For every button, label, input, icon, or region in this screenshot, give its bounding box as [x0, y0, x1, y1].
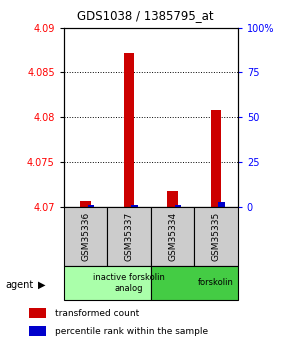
Bar: [29, 326, 46, 336]
Bar: [167, 191, 178, 207]
Text: GSM35336: GSM35336: [81, 212, 90, 261]
Text: percentile rank within the sample: percentile rank within the sample: [55, 327, 208, 336]
Bar: [64, 207, 107, 266]
Text: GSM35334: GSM35334: [168, 212, 177, 261]
Bar: [211, 110, 222, 207]
Bar: [151, 266, 238, 300]
Text: agent: agent: [6, 280, 34, 289]
Text: GSM35337: GSM35337: [124, 212, 134, 261]
Text: inactive forskolin
analog: inactive forskolin analog: [93, 273, 165, 293]
Text: GSM35335: GSM35335: [211, 212, 221, 261]
Bar: [29, 308, 46, 318]
Bar: [175, 205, 181, 207]
Text: ▶: ▶: [38, 280, 45, 289]
Text: forskolin: forskolin: [198, 278, 234, 287]
Bar: [88, 205, 94, 207]
Bar: [194, 207, 238, 266]
Bar: [131, 205, 138, 207]
Bar: [80, 201, 91, 207]
Bar: [64, 266, 151, 300]
Text: transformed count: transformed count: [55, 309, 139, 318]
Bar: [107, 207, 151, 266]
Bar: [218, 201, 225, 207]
Bar: [151, 207, 194, 266]
Bar: [124, 53, 135, 207]
Text: GDS1038 / 1385795_at: GDS1038 / 1385795_at: [77, 9, 213, 22]
